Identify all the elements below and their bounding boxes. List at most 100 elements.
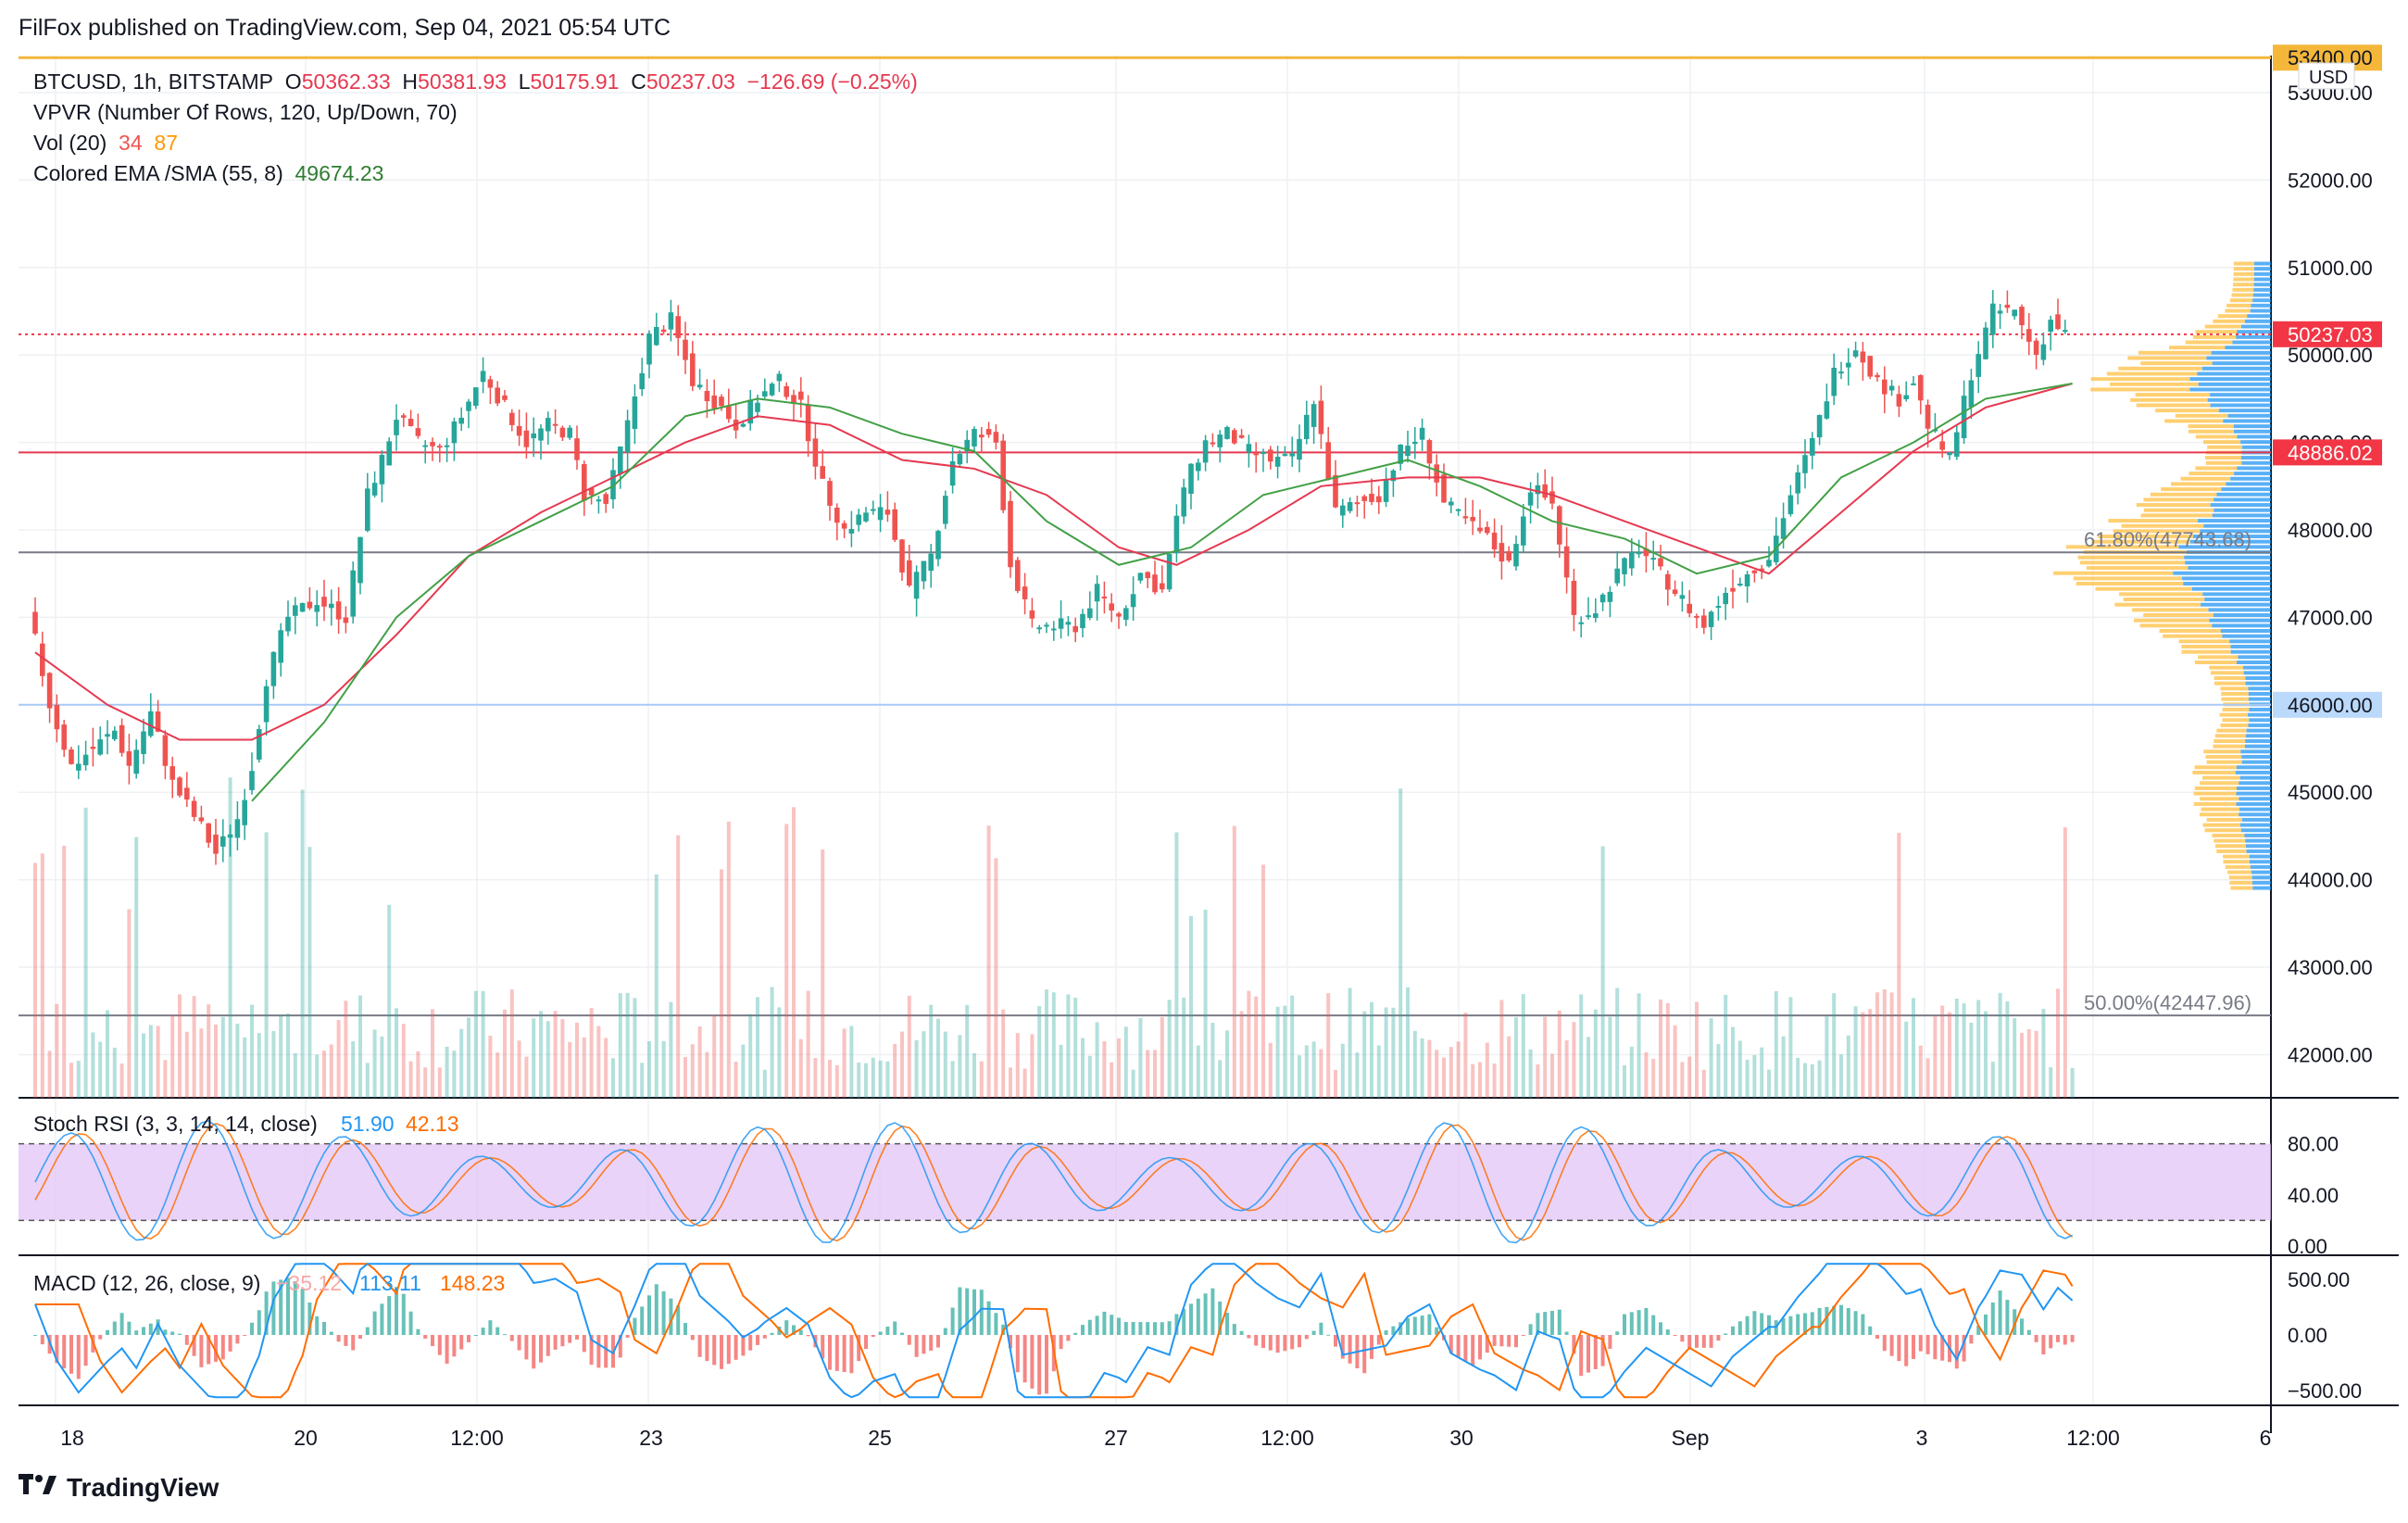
volume-bar — [625, 992, 630, 1098]
macd-hist-bar — [156, 1319, 160, 1335]
macd-hist-bar — [1218, 1301, 1223, 1335]
candle-body — [335, 601, 342, 620]
candle-body — [1268, 449, 1273, 462]
macd-hist-bar — [705, 1335, 709, 1362]
candle-body — [502, 395, 508, 400]
price-badge — [2273, 439, 2382, 466]
legend-vpvr-row[interactable]: VPVR (Number Of Rows, 120, Up/Down, 70) — [33, 97, 918, 128]
volume-bar — [235, 1024, 240, 1098]
candle-body — [1109, 603, 1114, 611]
vp-bar-up — [2238, 655, 2271, 660]
vp-bar-up — [2212, 513, 2271, 518]
vp-bar-up — [2240, 456, 2271, 460]
candle-body — [1846, 362, 1851, 368]
vp-bar-up — [2213, 613, 2271, 618]
macd-hist-bar — [1376, 1335, 1381, 1345]
candle-body — [69, 749, 74, 764]
volume-bar — [1326, 992, 1331, 1098]
candle-body — [1217, 434, 1223, 447]
vp-bar-up — [2189, 387, 2271, 392]
price-badge — [2273, 691, 2382, 718]
macd-hist-bar — [358, 1335, 362, 1340]
candle-body — [242, 799, 247, 825]
vp-bar-up — [2237, 660, 2271, 664]
candle-body — [1875, 374, 1880, 378]
macd-hist-bar — [119, 1313, 124, 1335]
candle-body — [61, 724, 67, 750]
macd-hist-bar — [1153, 1322, 1157, 1335]
legend-symbol[interactable]: BTCUSD, 1h, BITSTAMP — [33, 69, 274, 94]
macd-hist-bar — [1326, 1334, 1331, 1336]
candle-body — [379, 455, 385, 485]
macd-hist-bar — [1304, 1335, 1309, 1340]
volume-bar — [1579, 994, 1584, 1098]
macd-hist-bar — [495, 1327, 500, 1335]
volume-bar — [257, 1033, 261, 1098]
vp-bar-down — [2233, 283, 2254, 287]
publisher-text: FilFox published on TradingView.com, Sep… — [19, 15, 671, 41]
tradingview-brand[interactable]: TradingView — [19, 1473, 219, 1504]
volume-bar — [633, 998, 637, 1098]
volume-bar — [669, 1001, 673, 1098]
candle-body — [1947, 452, 1952, 456]
candle-body — [191, 800, 197, 817]
vp-bar-down — [2171, 482, 2226, 486]
volume-bar — [546, 1021, 550, 1098]
macd-hist-bar — [106, 1329, 109, 1335]
macd-hist-bar — [1225, 1313, 1229, 1335]
vp-bar-up — [2237, 434, 2271, 439]
candle-body — [1744, 573, 1750, 587]
legend-ema-row[interactable]: Colored EMA /SMA (55, 8) 49674.23 — [33, 158, 918, 189]
vp-bar-down — [2150, 492, 2217, 497]
volume-bar — [943, 1031, 947, 1098]
macd-hist-bar — [408, 1311, 413, 1335]
vp-bar-up — [2191, 586, 2271, 591]
macd-hist-bar — [452, 1335, 457, 1357]
volume-bar — [2020, 1032, 2024, 1098]
volume-bar — [83, 807, 88, 1098]
macd-hist-bar — [1659, 1322, 1662, 1335]
candle-body — [408, 419, 414, 426]
vp-bar-down — [2138, 350, 2212, 355]
vp-bar-down — [2194, 765, 2237, 770]
volume-bar — [1471, 1064, 1475, 1098]
vp-bar-down — [2233, 271, 2254, 276]
vp-bar-up — [2239, 812, 2271, 817]
vp-bar-down — [2213, 319, 2245, 323]
macd-hist-bar — [1889, 1335, 1894, 1356]
macd-hist-bar — [1969, 1335, 1974, 1344]
candle-body — [827, 481, 833, 506]
macd-hist-bar — [98, 1335, 103, 1340]
candle-body — [1499, 543, 1505, 562]
volume-bar — [156, 1026, 160, 1098]
vp-bar-down — [2202, 823, 2240, 827]
macd-hist-bar — [1912, 1335, 1915, 1359]
vp-bar-up — [2212, 361, 2271, 366]
candle-body — [257, 728, 262, 760]
candle-body — [588, 487, 595, 496]
candle-body — [1824, 401, 1830, 419]
macd-hist-bar — [661, 1290, 666, 1335]
volume-bar — [358, 995, 362, 1098]
candle-body — [871, 509, 876, 511]
vp-bar-down — [2232, 287, 2254, 292]
macd-hist-bar — [1239, 1330, 1244, 1335]
macd-hist-bar — [1102, 1311, 1107, 1335]
volume-bar — [214, 1024, 218, 1098]
macd-hist-bar — [885, 1326, 890, 1335]
legend-volume-row[interactable]: Vol (20) 34 87 — [33, 128, 918, 158]
macd-hist-bar — [1015, 1335, 1020, 1373]
candle-body — [711, 395, 717, 409]
macd-hist-bar — [1131, 1322, 1135, 1335]
volume-bar — [1918, 1045, 1923, 1098]
macd-hist-bar — [1499, 1335, 1504, 1347]
macd-hist-bar — [1962, 1335, 1966, 1362]
volume-bar — [365, 1063, 370, 1098]
volume-bar — [1745, 1059, 1750, 1098]
vp-bar-down — [2222, 707, 2250, 711]
macd-hist-bar — [163, 1329, 168, 1335]
vp-bar-up — [2244, 319, 2271, 323]
volume-bar — [532, 1018, 536, 1098]
candle-body — [422, 445, 428, 447]
